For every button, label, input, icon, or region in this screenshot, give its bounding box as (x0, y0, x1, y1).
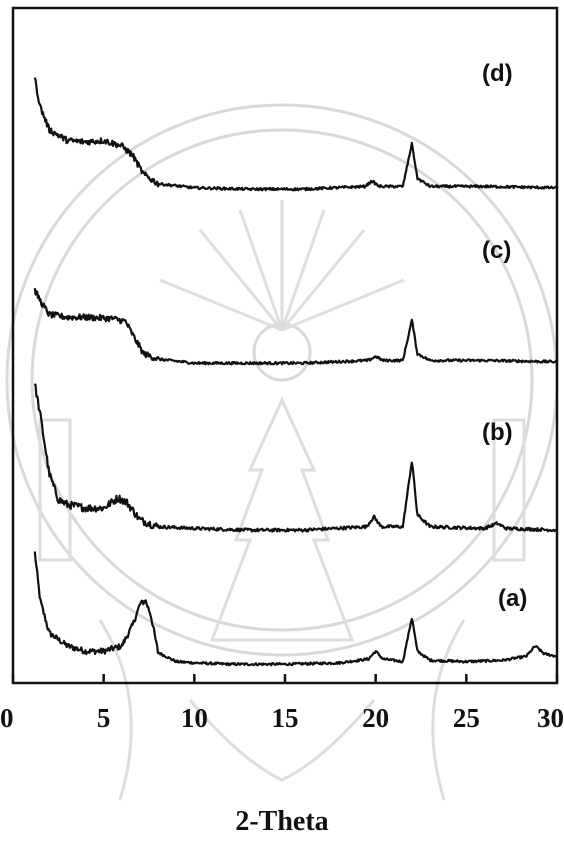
x-tick-label: 10 (181, 703, 208, 733)
series-label-a: (a) (498, 585, 527, 612)
series-layer (33, 77, 559, 667)
plot-frame (11, 6, 559, 685)
x-tick-label: 0 (0, 703, 14, 733)
series-line-a (33, 551, 558, 667)
series-line-d (33, 77, 558, 192)
x-axis-label: 2-Theta (235, 806, 329, 837)
series-label-c: (c) (482, 237, 511, 264)
series-label-b: (b) (482, 419, 513, 446)
series-line-b (33, 383, 558, 533)
x-tick-label: 5 (97, 703, 111, 733)
x-tick-label: 25 (453, 703, 480, 733)
plot-border (11, 6, 559, 685)
x-tick-label: 15 (272, 703, 299, 733)
x-tick-label: 30 (537, 703, 564, 733)
x-axis-ticks: 0 5 10 15 20 25 30 (0, 674, 564, 733)
series-label-d: (d) (482, 60, 513, 87)
curve-labels: (a) (b) (c) (d) (482, 60, 527, 612)
series-line-c (33, 287, 559, 366)
x-tick-label: 20 (362, 703, 389, 733)
